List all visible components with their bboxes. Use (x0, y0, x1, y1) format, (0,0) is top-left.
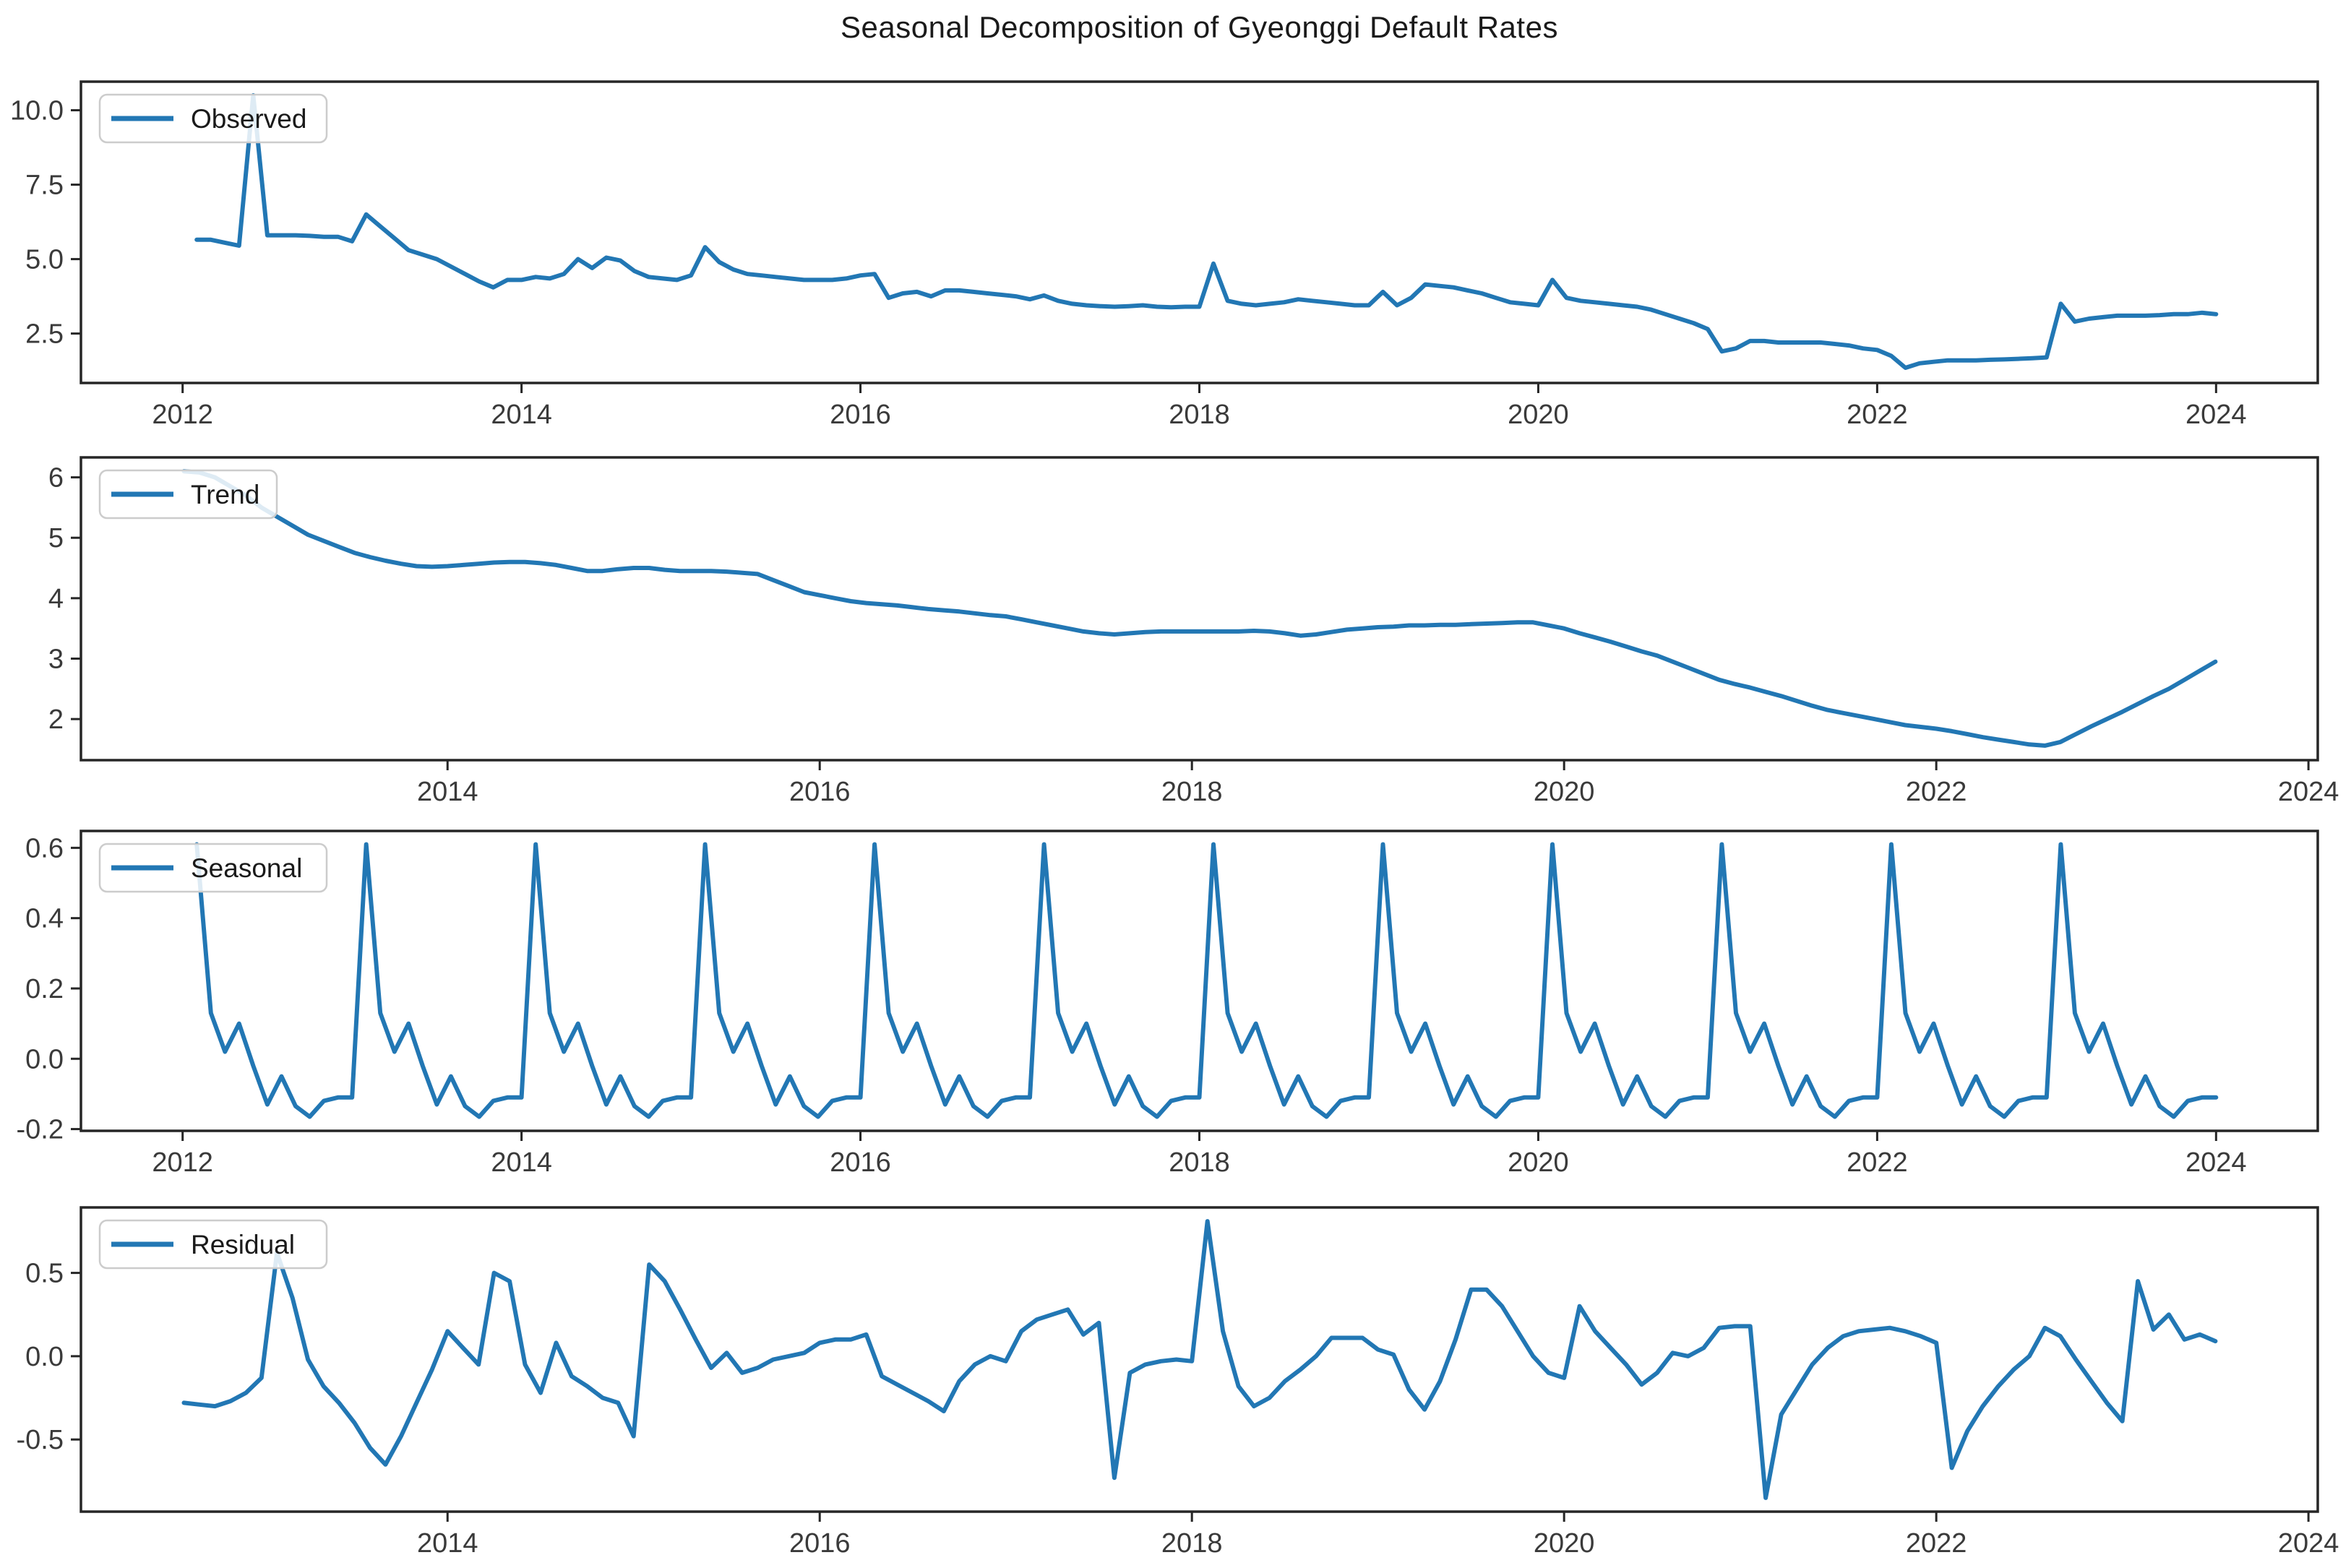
observed-xtick-label: 2024 (2185, 400, 2247, 430)
trend-ytick-label: 2 (48, 705, 64, 735)
seasonal-ytick-label: 0.6 (25, 833, 64, 863)
residual-ticks (71, 1272, 2310, 1522)
figure-title: Seasonal Decomposition of Gyeonggi Defau… (841, 10, 1558, 44)
trend-axes-frame (79, 456, 2319, 762)
seasonal-line (194, 842, 2219, 1119)
trend-legend: Trend (98, 469, 278, 520)
seasonal-ytick-label: 0.2 (25, 974, 64, 1004)
seasonal-xtick-label: 2020 (1508, 1147, 1569, 1178)
residual-legend: Residual (98, 1219, 328, 1270)
trend-ytick-label: 5 (48, 523, 64, 553)
seasonal-ytick-label: 0.4 (25, 904, 64, 934)
seasonal-xtick-label: 2018 (1169, 1147, 1230, 1178)
seasonal-ticks (71, 846, 2217, 1141)
observed-xtick-label: 2022 (1847, 400, 1908, 430)
residual-xtick-label: 2024 (2278, 1528, 2339, 1559)
seasonal-legend: Seasonal (98, 843, 328, 893)
legend-box (98, 469, 278, 520)
seasonal-xtick-label: 2024 (2185, 1147, 2247, 1178)
trend-ytick-label: 4 (48, 584, 64, 614)
seasonal-ytick-label: -0.2 (17, 1115, 64, 1145)
trend-ytick-label: 6 (48, 463, 64, 494)
observed-xtick-label: 2012 (152, 400, 213, 430)
trend-xtick-label: 2020 (1534, 777, 1595, 807)
residual-xtick-label: 2016 (789, 1528, 851, 1559)
trend-line (181, 469, 2218, 748)
seasonal-xtick-label: 2022 (1847, 1147, 1908, 1178)
trend-legend-label: Trend (191, 480, 259, 509)
residual-xtick-label: 2018 (1161, 1528, 1223, 1559)
residual-xtick-label: 2022 (1906, 1528, 1967, 1559)
observed-xtick-label: 2020 (1508, 400, 1569, 430)
residual-xtick-label: 2014 (417, 1528, 478, 1559)
observed-legend-label: Observed (191, 104, 306, 134)
seasonal-ytick-label: 0.0 (25, 1044, 64, 1074)
observed-xtick-label: 2014 (491, 400, 552, 430)
residual-line (181, 1219, 2218, 1500)
observed-ytick-label: 5.0 (25, 245, 64, 275)
observed-legend: Observed (98, 93, 328, 144)
trend-xtick-label: 2018 (1161, 777, 1223, 807)
observed-line (194, 93, 2219, 370)
residual-ytick-label: -0.5 (17, 1425, 64, 1455)
trend-xtick-label: 2022 (1906, 777, 1967, 807)
observed-axes-frame (79, 80, 2319, 384)
residual-axes-frame (79, 1206, 2319, 1513)
trend-xtick-label: 2014 (417, 777, 478, 807)
seasonal-xtick-label: 2014 (491, 1147, 552, 1178)
legend-box (98, 93, 328, 144)
seasonal-xtick-label: 2016 (830, 1147, 891, 1178)
seasonal-xtick-label: 2012 (152, 1147, 213, 1178)
residual-legend-label: Residual (191, 1230, 295, 1259)
observed-ytick-label: 7.5 (25, 171, 64, 201)
observed-xtick-label: 2016 (830, 400, 891, 430)
trend-ticks (71, 476, 2310, 770)
seasonal-legend-label: Seasonal (191, 853, 302, 883)
observed-ytick-label: 10.0 (10, 96, 64, 126)
seasonal-axes-frame (79, 830, 2319, 1132)
residual-xtick-label: 2020 (1534, 1528, 1595, 1559)
observed-ytick-label: 2.5 (25, 319, 64, 350)
observed-ticks (71, 109, 2217, 393)
legend-box (98, 1219, 328, 1270)
residual-ytick-label: 0.0 (25, 1342, 64, 1372)
trend-xtick-label: 2016 (789, 777, 851, 807)
trend-xtick-label: 2024 (2278, 777, 2339, 807)
trend-ytick-label: 3 (48, 644, 64, 674)
legend-box (98, 843, 328, 893)
observed-xtick-label: 2018 (1169, 400, 1230, 430)
residual-ytick-label: 0.5 (25, 1259, 64, 1289)
